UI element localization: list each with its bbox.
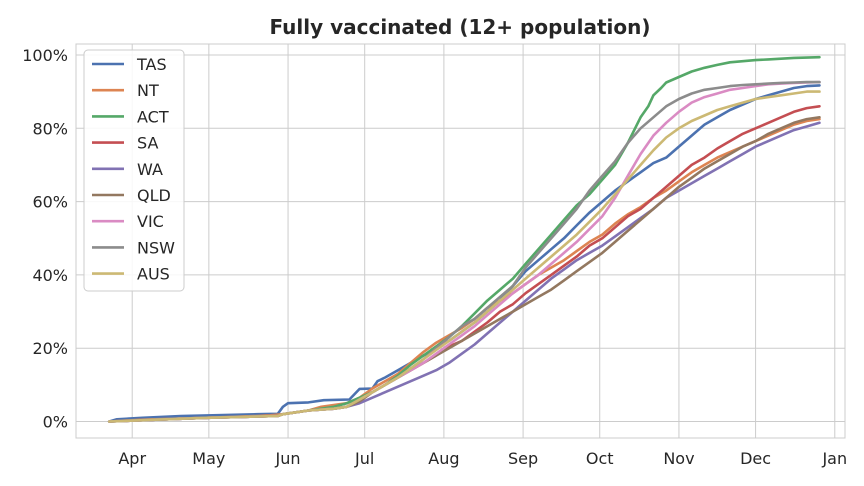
x-tick-label: Sep [508,449,538,468]
x-tick-label: Aug [428,449,459,468]
legend-label-tas: TAS [136,55,167,74]
series-line-wa [107,121,821,423]
legend-label-sa: SA [137,134,158,153]
chart-title: Fully vaccinated (12+ population) [269,15,650,39]
legend-label-nsw: NSW [137,238,175,257]
x-tick-label: Jun [275,449,301,468]
legend-label-nt: NT [137,81,159,100]
series-line-aus [107,90,821,423]
y-tick-label: 20% [32,339,68,358]
legend-label-aus: AUS [137,265,170,284]
legend-box [83,49,185,292]
x-tick-label: Jul [354,449,374,468]
y-tick-label: 60% [32,193,68,212]
x-tick-label: Oct [586,449,614,468]
legend-label-qld: QLD [137,186,171,205]
series-line-tas [107,84,821,423]
axis-ticks: 0% 20% 40% 60% 80% 100% Apr May Jun Jul Aug Sep Oct N… [22,46,847,468]
x-tick-label: Apr [118,449,146,468]
series-line-vic [107,80,821,423]
series-line-act [107,55,821,423]
x-tick-label: May [192,449,225,468]
series-line-sa [107,105,821,423]
x-tick-label: Jan [821,449,847,468]
y-tick-label: 100% [22,46,68,65]
y-tick-label: 80% [32,119,68,138]
legend-label-vic: VIC [137,212,164,231]
grid [76,44,845,438]
axes-frame [75,43,846,439]
series-line-nsw [107,80,821,423]
legend-label-wa: WA [137,160,163,179]
plot-area [107,55,821,423]
x-tick-label: Dec [740,449,771,468]
legend-label-act: ACT [137,107,169,126]
legend: TAS NT ACT SA WA QLD VIC NSW AUS [83,49,185,292]
x-tick-label: Nov [663,449,694,468]
y-tick-label: 0% [43,413,68,432]
series-line-qld [107,116,821,423]
y-tick-label: 40% [32,266,68,285]
